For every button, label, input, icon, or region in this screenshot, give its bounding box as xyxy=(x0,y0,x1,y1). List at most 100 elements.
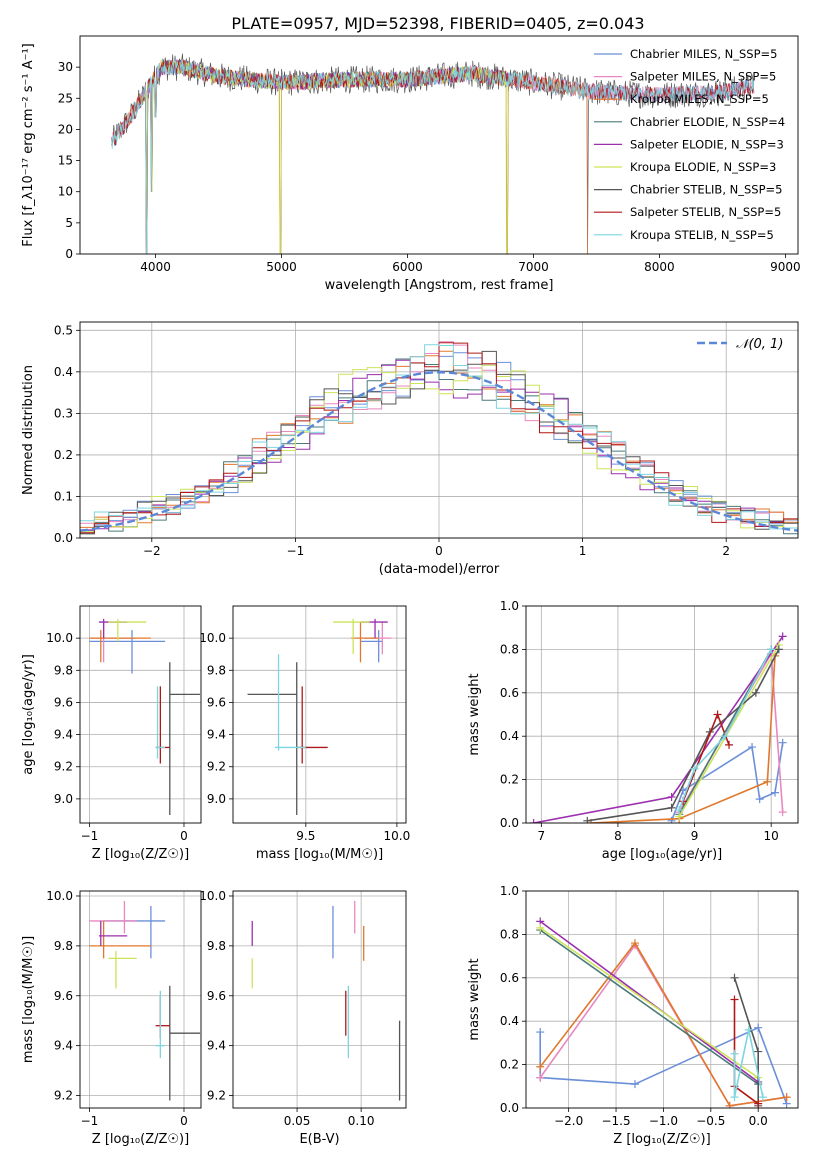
weight-marker-c1 xyxy=(754,1023,763,1032)
y-tick-label: 9.2 xyxy=(207,1089,226,1103)
mass-vs-metallicity-panel: −1 0 9.2 9.4 9.6 9.8 10.0 Z [log₁₀(Z/Z☉)] mass [… xyxy=(21,889,202,1147)
x-tick-label: 0.05 xyxy=(284,1114,311,1128)
y-tick-label: 0.2 xyxy=(500,773,519,787)
y-tick-label: 0.2 xyxy=(500,1058,519,1072)
x-tick-label: 0 xyxy=(435,544,443,558)
weight-marker-c1 xyxy=(748,743,757,752)
histogram-step-c6 xyxy=(80,364,798,533)
weight-marker-c9 xyxy=(744,1025,753,1034)
weight-line-c5 xyxy=(533,635,784,823)
age-vs-metallicity-panel: −1 0 9.0 9.2 9.4 9.6 9.8 10.0 Z [log₁₀(Z/Z☉)] age… xyxy=(21,605,202,862)
histogram-step-c8 xyxy=(80,342,798,534)
legend-entry: Kroupa STELIB, N_SSP=5 xyxy=(630,228,774,242)
x-tick-label: 7000 xyxy=(518,260,549,274)
weight-marker-c1 xyxy=(778,738,787,747)
y-axis-label: Normed distribution xyxy=(21,365,36,495)
x-tick-label: −2 xyxy=(143,544,161,558)
x-tick-label: 9000 xyxy=(770,260,801,274)
y-tick-label: 9.6 xyxy=(54,695,73,709)
weight-marker-c9 xyxy=(767,645,776,654)
weight-marker-c3 xyxy=(725,1101,734,1108)
y-tick-label: 9.8 xyxy=(54,939,73,953)
y-tick-label: 0.0 xyxy=(500,816,519,830)
legend: 𝒩(0, 1) xyxy=(697,337,783,352)
y-tick-label: 9.4 xyxy=(54,1039,73,1053)
legend-entry: Chabrier MILES, N_SSP=5 xyxy=(630,47,777,61)
spectrum-line-c6 xyxy=(142,59,509,254)
spectrum-line-c7 xyxy=(111,53,755,254)
x-tick-label: 2 xyxy=(722,544,730,558)
spectrum-line-c9 xyxy=(111,59,755,254)
residual-histogram-panel: −2 −1 0 1 2 0.0 0.1 0.2 0.3 0.4 0.5 (data-model)/er… xyxy=(21,321,799,577)
x-axis-label: mass [log₁₀(M/M☉)] xyxy=(256,847,383,862)
x-tick-label: 1 xyxy=(579,544,587,558)
spectrum-line-c4 xyxy=(142,59,509,254)
y-tick-label: 0.1 xyxy=(54,489,73,503)
y-tick-label: 0.8 xyxy=(500,642,519,656)
y-tick-label: 20 xyxy=(58,122,73,136)
y-tick-label: 0.0 xyxy=(54,531,73,545)
x-tick-label: 0 xyxy=(180,829,188,843)
x-axis-label: Z [log₁₀(Z/Z☉)] xyxy=(613,1132,710,1147)
plot-area xyxy=(89,618,201,815)
y-tick-label: 9.6 xyxy=(207,989,226,1003)
weight-marker-c8 xyxy=(725,740,734,749)
y-axis-label: mass weight xyxy=(467,958,482,1040)
y-tick-label: 10 xyxy=(58,185,73,199)
y-tick-label: 5 xyxy=(65,216,73,230)
legend-entry: 𝒩(0, 1) xyxy=(736,337,783,352)
y-tick-label: 9.2 xyxy=(54,760,73,774)
axes-frame xyxy=(232,890,407,1109)
x-tick-label: 8000 xyxy=(644,260,675,274)
weight-marker-c5 xyxy=(667,792,676,801)
x-tick-label: −2.0 xyxy=(554,1114,583,1128)
histogram-step-c7 xyxy=(80,350,798,535)
y-tick-label: 30 xyxy=(58,60,73,74)
x-tick-label: 10 xyxy=(764,829,779,843)
weight-marker-c9 xyxy=(730,1093,739,1102)
y-tick-label: 1.0 xyxy=(500,884,519,898)
weight-marker-c3 xyxy=(782,1093,791,1102)
y-tick-label: 0.2 xyxy=(54,448,73,462)
weight-marker-c5 xyxy=(529,819,538,823)
y-tick-label: 10.0 xyxy=(46,631,73,645)
y-tick-label: 10.0 xyxy=(199,631,226,645)
x-tick-label: 0.0 xyxy=(749,1114,768,1128)
weight-line-c5 xyxy=(539,920,759,1083)
y-axis-label: mass [log₁₀(M/M☉)] xyxy=(21,936,36,1063)
legend-entry: Chabrier ELODIE, N_SSP=4 xyxy=(630,115,785,129)
weight-marker-c7 xyxy=(730,973,739,982)
histogram-step-c5 xyxy=(80,359,798,531)
plot-area xyxy=(247,618,392,815)
x-tick-label: −1.0 xyxy=(649,1114,678,1128)
weight-marker-c9 xyxy=(730,1049,739,1058)
histogram-step-c9 xyxy=(80,344,798,530)
weight-marker-c9 xyxy=(675,805,684,814)
weight-marker-c2 xyxy=(778,808,787,817)
weight-marker-c1 xyxy=(755,795,764,804)
legend: Chabrier MILES, N_SSP=5 Salpeter MILES, N… xyxy=(594,47,785,242)
spectrum-panel: 4000 5000 6000 7000 8000 9000 0 5 10 15 20 25 30 wave… xyxy=(21,35,801,293)
weight-line-c7 xyxy=(587,649,780,822)
x-axis-label: age [log₁₀(age/yr)] xyxy=(602,847,723,862)
plot-area xyxy=(536,917,791,1108)
y-tick-label: 9.4 xyxy=(207,1039,226,1053)
x-tick-label: 0 xyxy=(180,1114,188,1128)
weight-line-c3 xyxy=(591,655,776,823)
x-tick-label: 0.10 xyxy=(348,1114,375,1128)
y-tick-label: 0.8 xyxy=(500,927,519,941)
weight-marker-c6 xyxy=(536,923,545,932)
y-axis-label: age [log₁₀(age/yr)] xyxy=(21,654,36,775)
x-tick-label: −1 xyxy=(287,544,305,558)
y-tick-label: 0.4 xyxy=(54,365,73,379)
y-tick-label: 9.6 xyxy=(54,989,73,1003)
weight-marker-c9 xyxy=(758,1093,767,1102)
weight-line-c4 xyxy=(539,929,759,1085)
weight-marker-c1 xyxy=(536,1028,545,1037)
axes-frame xyxy=(79,890,202,1109)
axes-frame xyxy=(79,605,202,824)
y-tick-label: 9.4 xyxy=(54,728,73,742)
weight-marker-c3 xyxy=(763,777,772,786)
weight-vs-metallicity-panel: −2.0 −1.5 −1.0 −0.5 0.0 0.0 0.2 0.4 0.6 0.8 1.0 Z [… xyxy=(467,884,799,1147)
